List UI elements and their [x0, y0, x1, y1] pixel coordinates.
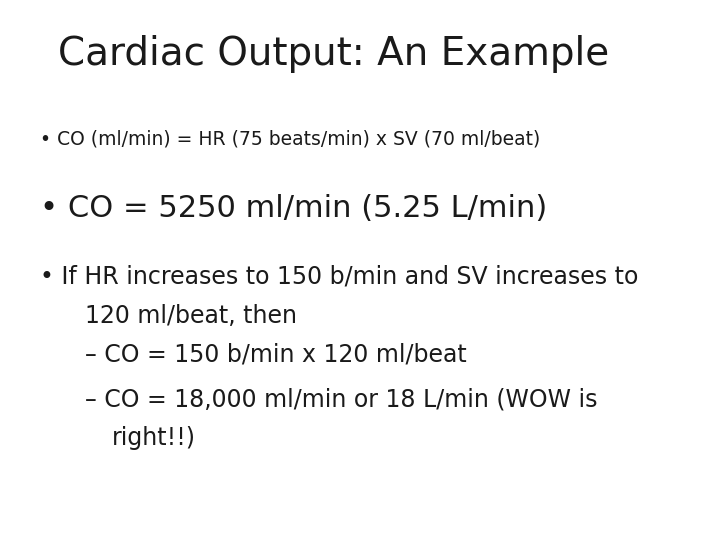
Text: Cardiac Output: An Example: Cardiac Output: An Example [58, 35, 609, 73]
Text: 120 ml/beat, then: 120 ml/beat, then [85, 304, 297, 328]
Text: – CO = 18,000 ml/min or 18 L/min (WOW is: – CO = 18,000 ml/min or 18 L/min (WOW is [85, 388, 598, 411]
Text: • CO = 5250 ml/min (5.25 L/min): • CO = 5250 ml/min (5.25 L/min) [40, 194, 547, 224]
Text: right!!): right!!) [112, 426, 196, 449]
Text: – CO = 150 b/min x 120 ml/beat: – CO = 150 b/min x 120 ml/beat [85, 343, 467, 367]
Text: • CO (ml/min) = HR (75 beats/min) x SV (70 ml/beat): • CO (ml/min) = HR (75 beats/min) x SV (… [40, 130, 540, 148]
Text: • If HR increases to 150 b/min and SV increases to: • If HR increases to 150 b/min and SV in… [40, 265, 638, 288]
